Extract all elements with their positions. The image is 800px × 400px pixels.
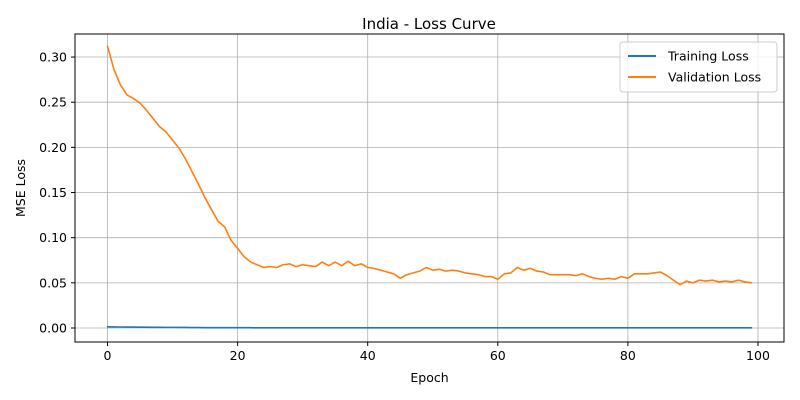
legend-label-validation: Validation Loss xyxy=(668,70,761,85)
validation-loss-line xyxy=(106,45,753,286)
x-tick-label: 0 xyxy=(104,348,112,363)
y-tick-label: 0.25 xyxy=(39,95,67,110)
y-tick-label: 0.15 xyxy=(39,185,67,200)
x-tick-label: 40 xyxy=(360,348,376,363)
chart-title: India - Loss Curve xyxy=(362,15,496,33)
x-tick-label: 80 xyxy=(620,348,636,363)
y-tick-label: 0.00 xyxy=(39,321,67,336)
y-tick-label: 0.10 xyxy=(39,230,67,245)
y-tick-label: 0.30 xyxy=(39,50,67,65)
y-axis-label: MSE Loss xyxy=(13,159,28,217)
x-tick-label: 100 xyxy=(746,348,770,363)
y-tick-label: 0.05 xyxy=(39,275,67,290)
x-tick-label: 60 xyxy=(490,348,506,363)
x-axis-label: Epoch xyxy=(410,370,448,385)
legend: Training Loss Validation Loss xyxy=(619,41,778,93)
legend-label-training: Training Loss xyxy=(667,49,749,64)
series-lines xyxy=(106,45,753,329)
training-loss-line xyxy=(106,326,753,329)
x-tick-label: 20 xyxy=(230,348,246,363)
legend-box xyxy=(619,41,778,93)
y-tick-label: 0.20 xyxy=(39,140,67,155)
axis-ticks: 0 20 40 60 80 100 0.00 0.05 0.10 0.15 0.20 0.25 0.30 xyxy=(39,50,770,363)
plot-frame xyxy=(74,33,785,343)
